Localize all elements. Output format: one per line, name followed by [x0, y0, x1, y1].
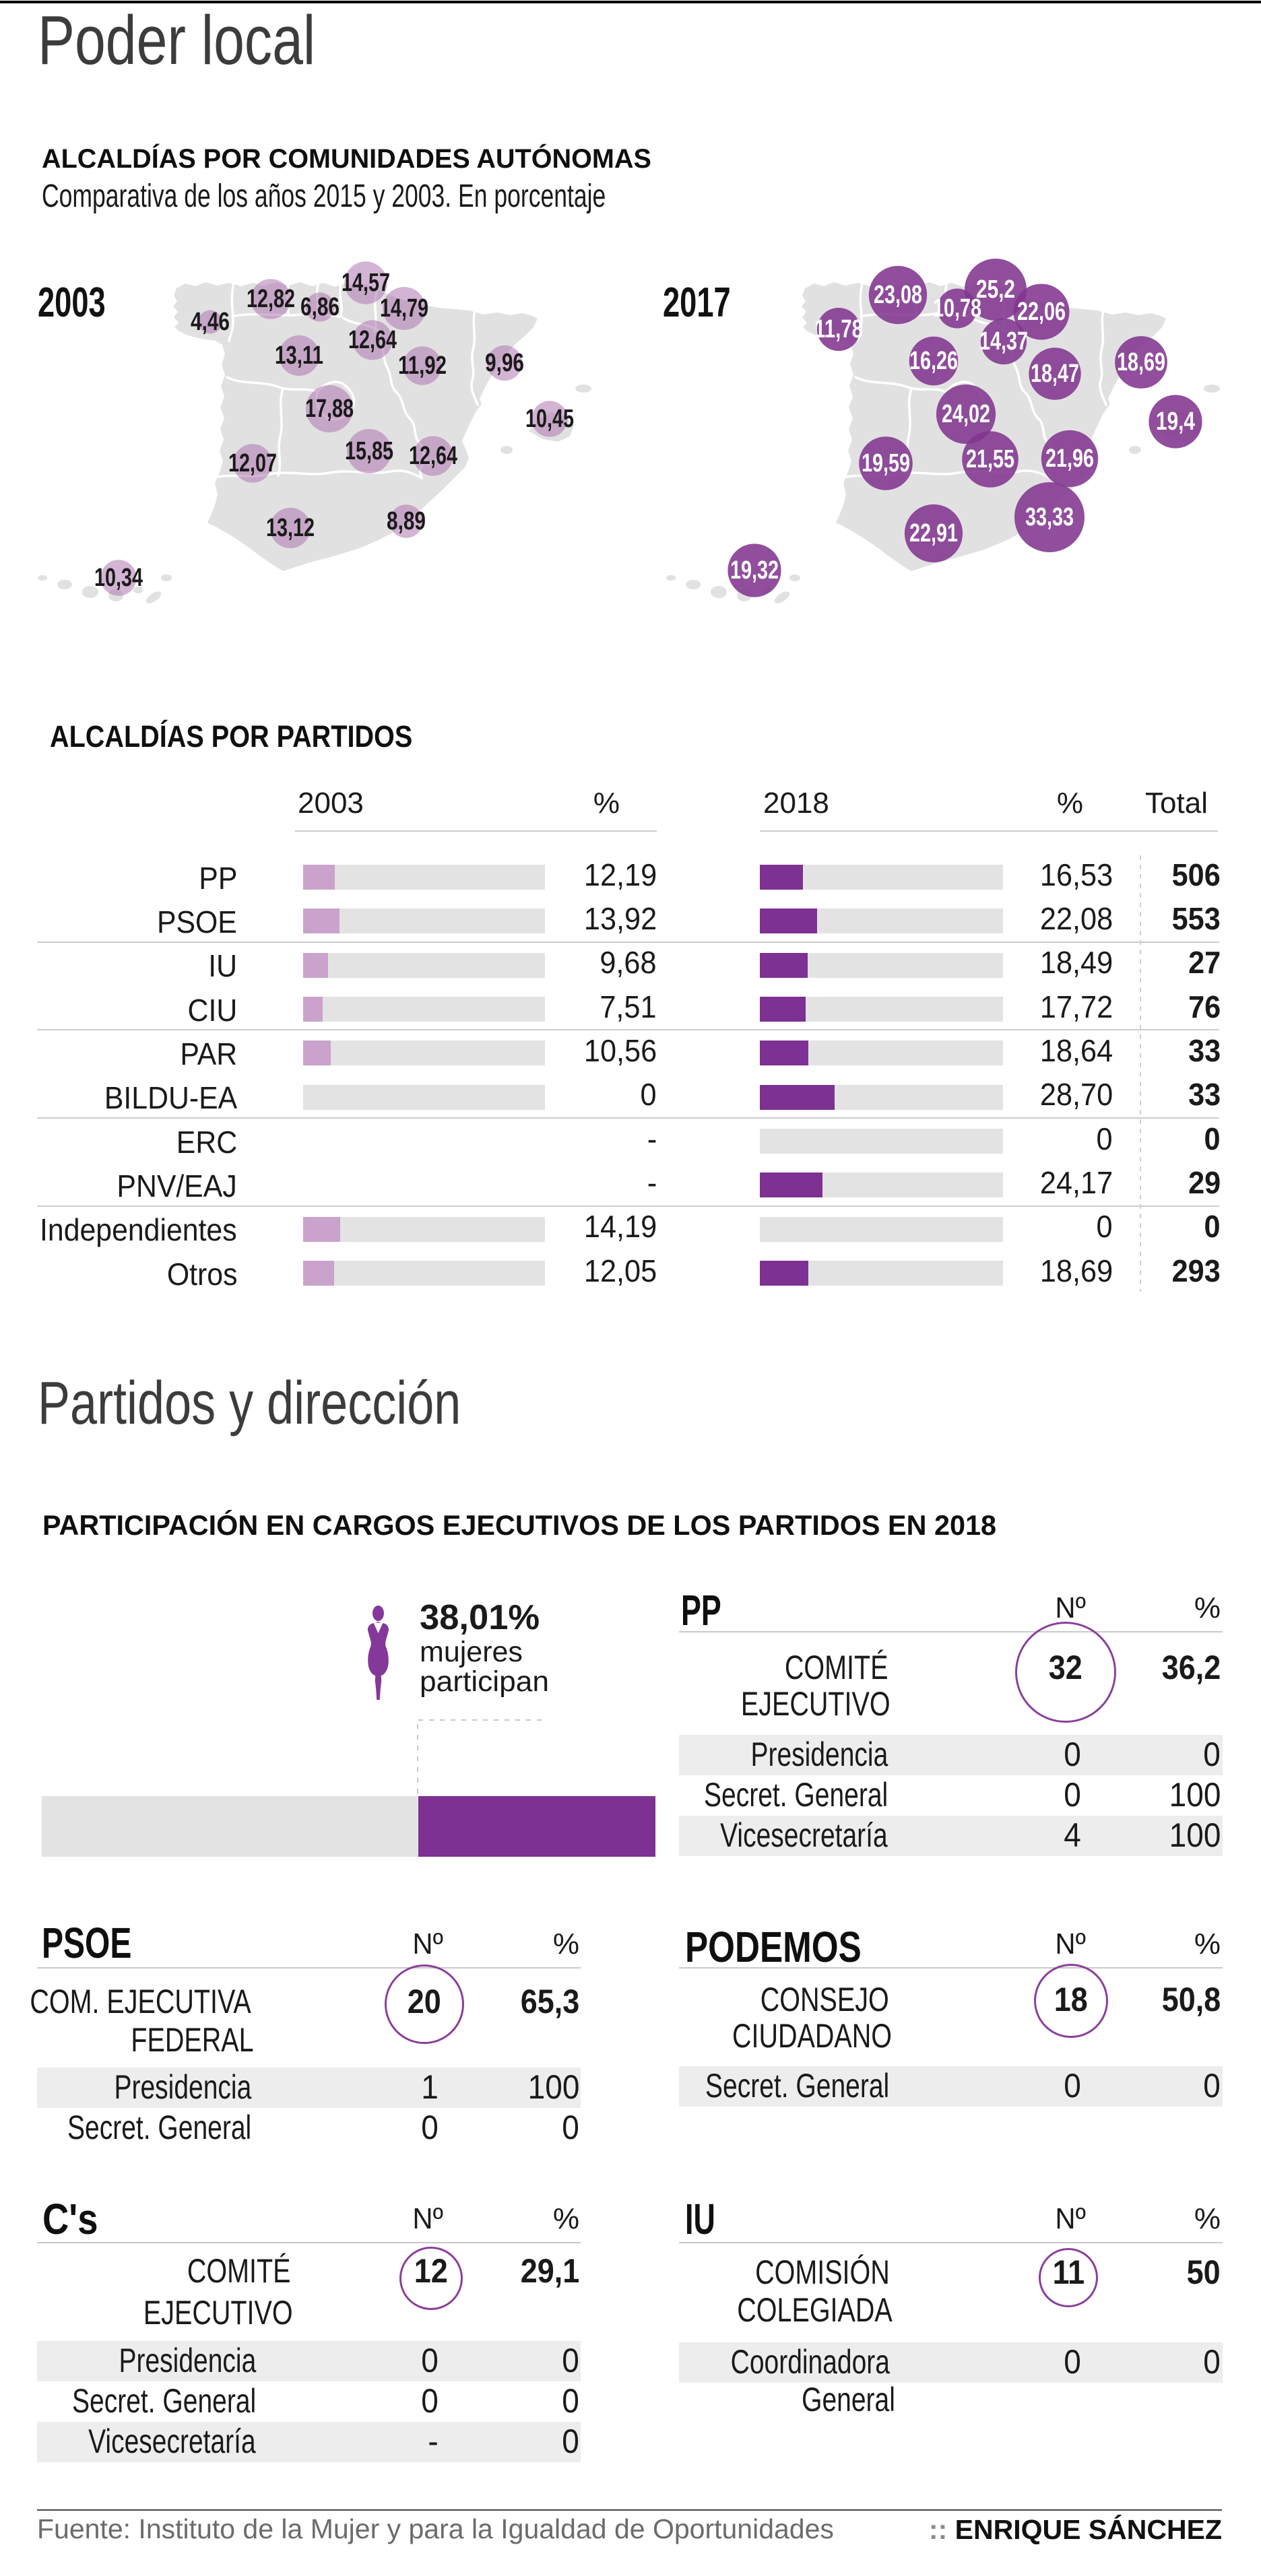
- svg-text:21,55: 21,55: [966, 445, 1014, 473]
- svg-text:18,47: 18,47: [1031, 360, 1079, 388]
- svg-text:6,86: 6,86: [300, 293, 340, 321]
- svg-text:22,06: 22,06: [1017, 298, 1066, 326]
- svg-text:8,89: 8,89: [387, 507, 426, 535]
- svg-text:25,2: 25,2: [976, 275, 1015, 304]
- svg-text:16,26: 16,26: [909, 347, 958, 375]
- svg-text:14,57: 14,57: [342, 269, 390, 297]
- svg-text:9,96: 9,96: [485, 349, 524, 377]
- svg-text:10,45: 10,45: [525, 405, 574, 433]
- svg-text:12,64: 12,64: [348, 326, 397, 354]
- svg-text:19,59: 19,59: [862, 449, 910, 477]
- svg-text:18,69: 18,69: [1117, 348, 1165, 376]
- svg-text:12,82: 12,82: [247, 285, 295, 313]
- svg-text:10,78: 10,78: [933, 294, 981, 323]
- svg-text:14,37: 14,37: [979, 327, 1028, 356]
- svg-text:11,78: 11,78: [814, 315, 863, 343]
- svg-text:19,32: 19,32: [730, 556, 779, 585]
- svg-text:19,4: 19,4: [1156, 407, 1195, 436]
- svg-text:12,64: 12,64: [409, 442, 457, 470]
- svg-text:14,79: 14,79: [380, 294, 428, 323]
- svg-text:21,96: 21,96: [1045, 444, 1094, 473]
- svg-text:12,07: 12,07: [228, 449, 277, 477]
- svg-text:17,88: 17,88: [305, 395, 354, 423]
- svg-text:11,92: 11,92: [398, 352, 447, 380]
- svg-text:4,46: 4,46: [191, 308, 230, 336]
- svg-text:13,11: 13,11: [275, 341, 323, 370]
- svg-text:22,91: 22,91: [909, 519, 958, 548]
- svg-text:10,34: 10,34: [94, 564, 143, 592]
- svg-text:15,85: 15,85: [345, 437, 393, 465]
- svg-text:13,12: 13,12: [266, 514, 315, 542]
- svg-text:33,33: 33,33: [1025, 503, 1074, 531]
- svg-text:24,02: 24,02: [942, 400, 990, 428]
- svg-text:23,08: 23,08: [874, 281, 922, 309]
